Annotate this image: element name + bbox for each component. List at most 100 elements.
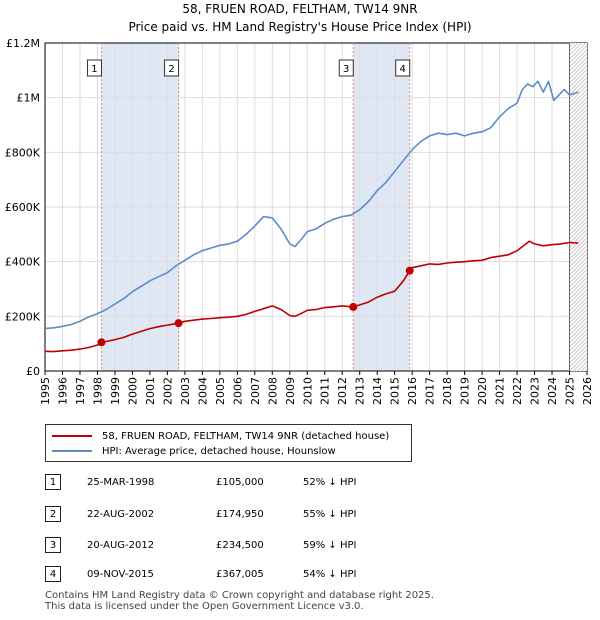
- hatch-line: [569, 192, 587, 212]
- hatch-line: [569, 80, 587, 100]
- hpi-series-line: [44, 80, 579, 330]
- y-tick-label: £1.2M: [6, 37, 40, 50]
- x-tick-label: 2009: [284, 377, 297, 405]
- x-tick-label: 2006: [231, 377, 244, 405]
- x-tick-label: 2025: [564, 377, 577, 405]
- x-tick-label: 2021: [494, 377, 507, 405]
- x-tick-label: 1996: [56, 377, 69, 405]
- x-tick-label: 2014: [371, 377, 384, 405]
- x-tick-label: 2020: [476, 377, 489, 405]
- attribution-line-1: Contains HM Land Registry data © Crown c…: [45, 590, 434, 601]
- sale-box-label: 1: [91, 64, 97, 75]
- sale-point: [97, 338, 106, 347]
- sale-box-frame: [395, 59, 411, 77]
- y-tick-label: £400K: [5, 256, 41, 269]
- x-tick-label: 2007: [249, 377, 262, 405]
- transaction-price: £234,500: [216, 540, 264, 551]
- sale-point: [405, 266, 414, 275]
- legend-swatch-hpi: [52, 450, 92, 452]
- sale-point: [174, 319, 183, 328]
- attribution: Contains HM Land Registry data © Crown c…: [45, 590, 434, 612]
- x-tick-label: 2022: [511, 377, 524, 405]
- x-tick-label: 2013: [354, 377, 367, 405]
- hatch-line: [569, 196, 587, 216]
- sale-box-label: 2: [168, 64, 174, 75]
- property-series-line: [44, 240, 579, 353]
- legend-label-property: 58, FRUEN ROAD, FELTHAM, TW14 9NR (detac…: [102, 430, 390, 442]
- x-tick-label: 2012: [336, 377, 349, 405]
- sale-number-box: 4: [395, 59, 411, 77]
- price-chart: 1 2 3 4 £0 £200K £400K £600K £800K £1M £1.2M 1995…: [5, 37, 600, 405]
- hatch-line: [569, 96, 587, 116]
- x-tick-label: 2011: [319, 377, 332, 405]
- x-tick-label: 2004: [196, 377, 209, 405]
- hatch-line: [569, 92, 587, 112]
- hatch-line: [569, 304, 587, 324]
- x-tick-label: 2023: [529, 377, 542, 405]
- hatch-line: [569, 200, 587, 220]
- x-tick-label: 2003: [179, 377, 192, 405]
- chart-title: 58, FRUEN ROAD, FELTHAM, TW14 9NR: [182, 2, 418, 16]
- transaction-date: 25-MAR-1998: [87, 477, 155, 488]
- hatch-line: [569, 204, 587, 224]
- x-tick-label: 2024: [546, 377, 559, 405]
- x-tick-label: 2015: [389, 377, 402, 405]
- x-tick-label: 2000: [126, 377, 139, 405]
- y-tick-label: £800K: [5, 146, 41, 159]
- x-tick-label: 1999: [109, 377, 122, 405]
- legend-swatch-property: [52, 435, 92, 437]
- x-tick-label: 2026: [581, 377, 594, 405]
- hatch-line: [590, 43, 600, 371]
- x-tick-label: 2017: [424, 377, 437, 405]
- sale-number-box: 1: [86, 59, 102, 77]
- transaction-price: £367,005: [216, 569, 264, 580]
- transaction-hpi-diff: 54% ↓ HPI: [303, 569, 357, 580]
- chart-legend: 58, FRUEN ROAD, FELTHAM, TW14 9NR (detac…: [45, 424, 412, 462]
- hatch-line: [594, 43, 600, 371]
- y-tick-label: £600K: [5, 201, 41, 214]
- transaction-date: 22-AUG-2002: [87, 509, 155, 520]
- transaction-date: 20-AUG-2012: [87, 540, 155, 551]
- sale-box-label: 4: [400, 64, 406, 75]
- transaction-hpi-diff: 52% ↓ HPI: [303, 477, 357, 488]
- x-tick-label: 1998: [91, 377, 104, 405]
- transaction-number: 2: [45, 506, 61, 522]
- hatch-line: [569, 84, 587, 104]
- y-tick-label: £200K: [5, 310, 41, 323]
- hatch-line: [569, 300, 587, 320]
- hatch-line: [585, 368, 587, 371]
- x-tick-label: 2019: [459, 377, 472, 405]
- chart-subtitle: Price paid vs. HM Land Registry's House …: [128, 20, 472, 34]
- sale-number-box: 3: [338, 59, 354, 77]
- transaction-number: 4: [45, 566, 61, 582]
- x-tick-label: 1997: [74, 377, 87, 405]
- sale-box-label: 3: [343, 64, 349, 75]
- attribution-line-2: This data is licensed under the Open Gov…: [45, 601, 364, 612]
- transaction-number: 1: [45, 474, 61, 490]
- x-tick-label: 2018: [441, 377, 454, 405]
- x-tick-label: 1995: [39, 377, 52, 405]
- transaction-number: 3: [45, 537, 61, 553]
- transaction-price: £174,950: [216, 509, 264, 520]
- sale-box-frame: [338, 59, 354, 77]
- sale-box-frame: [86, 59, 102, 77]
- transaction-hpi-diff: 55% ↓ HPI: [303, 509, 357, 520]
- sale-box-frame: [164, 59, 180, 77]
- x-tick-label: 2016: [406, 377, 419, 405]
- x-tick-label: 2002: [161, 377, 174, 405]
- legend-label-hpi: HPI: Average price, detached house, Houn…: [102, 445, 336, 457]
- legend-entry-hpi: HPI: Average price, detached house, Houn…: [52, 444, 336, 458]
- hatch-line: [569, 312, 587, 332]
- forecast-region: [569, 43, 587, 371]
- sale-number-box: 2: [164, 59, 180, 77]
- x-tick-label: 2005: [214, 377, 227, 405]
- transaction-hpi-diff: 59% ↓ HPI: [303, 540, 357, 551]
- hatch-line: [569, 308, 587, 328]
- sale-point: [349, 302, 358, 311]
- transaction-date: 09-NOV-2015: [87, 569, 154, 580]
- hatch-line: [569, 88, 587, 108]
- legend-entry-property: 58, FRUEN ROAD, FELTHAM, TW14 9NR (detac…: [52, 429, 389, 443]
- transaction-price: £105,000: [216, 477, 264, 488]
- x-tick-label: 2001: [144, 377, 157, 405]
- y-tick-label: £0: [26, 365, 40, 378]
